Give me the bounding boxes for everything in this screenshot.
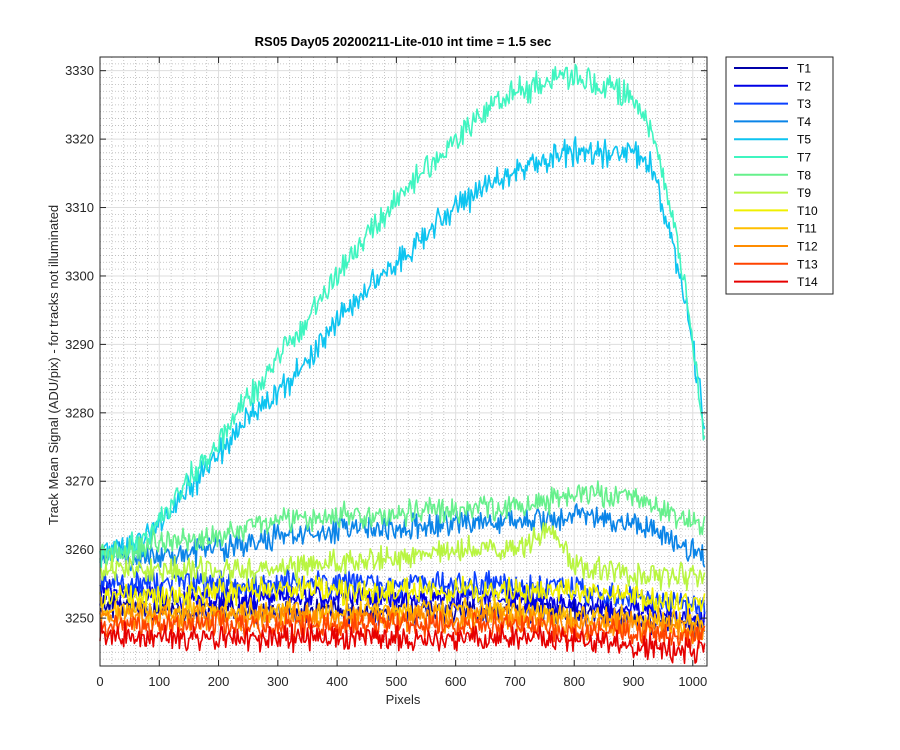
legend-label-t9: T9 — [797, 186, 811, 200]
x-tick-label: 300 — [267, 674, 289, 689]
legend-label-t2: T2 — [797, 79, 811, 93]
series-line-t8 — [99, 480, 706, 568]
series-line-t7 — [99, 63, 706, 569]
y-tick-label: 3290 — [65, 337, 94, 352]
legend-label-t3: T3 — [797, 97, 811, 111]
legend-label-t14: T14 — [797, 275, 818, 289]
x-tick-label: 1000 — [678, 674, 707, 689]
legend-label-t12: T12 — [797, 240, 818, 254]
x-tick-label: 400 — [326, 674, 348, 689]
x-tick-label: 900 — [623, 674, 645, 689]
legend-label-t5: T5 — [797, 133, 811, 147]
series-line-t5 — [99, 136, 706, 563]
series-line-t3 — [99, 568, 706, 619]
x-tick-label: 0 — [96, 674, 103, 689]
series-layer — [99, 63, 706, 665]
y-tick-label: 3280 — [65, 405, 94, 420]
y-axis-label: Track Mean Signal (ADU/pix) - for tracks… — [46, 205, 61, 525]
x-tick-label: 600 — [445, 674, 467, 689]
minor-grid — [100, 56, 707, 667]
y-tick-label: 3270 — [65, 474, 94, 489]
x-tick-label: 700 — [504, 674, 526, 689]
x-tick-label: 100 — [148, 674, 170, 689]
legend-label-t8: T8 — [797, 168, 811, 182]
series-line-t14 — [99, 621, 706, 665]
y-tick-label: 3250 — [65, 611, 94, 626]
x-axis-label: Pixels — [386, 692, 421, 707]
legend-label-t7: T7 — [797, 151, 811, 165]
y-tick-label: 3310 — [65, 200, 94, 215]
x-tick-label: 500 — [386, 674, 408, 689]
y-tick-label: 3320 — [65, 132, 94, 147]
legend-label-t10: T10 — [797, 204, 818, 218]
legend: T1 T2 T3 T4 T5 T7 T8 T9 T10 T11 T12 T13 T14 — [725, 56, 834, 295]
series-line-t9 — [99, 522, 706, 592]
legend-label-t1: T1 — [797, 62, 811, 76]
x-tick-label: 800 — [563, 674, 585, 689]
legend-label-t4: T4 — [797, 115, 811, 129]
x-axis-ticks: 0 100 200 300 400 500 600 700 800 900 1000 — [96, 57, 707, 689]
y-axis-ticks: 3250 3260 3270 3280 3290 3300 3310 3320 3330 — [65, 63, 707, 626]
y-tick-label: 3330 — [65, 63, 94, 78]
y-tick-label: 3260 — [65, 542, 94, 557]
x-tick-label: 200 — [208, 674, 230, 689]
legend-label-t13: T13 — [797, 257, 818, 271]
chart-title: RS05 Day05 20200211-Lite-010 int time = … — [255, 34, 552, 49]
y-tick-label: 3300 — [65, 268, 94, 283]
series-line-t13 — [99, 609, 706, 650]
legend-label-t11: T11 — [797, 222, 817, 236]
series-line-t10 — [99, 575, 706, 613]
plot-frame — [99, 56, 708, 667]
